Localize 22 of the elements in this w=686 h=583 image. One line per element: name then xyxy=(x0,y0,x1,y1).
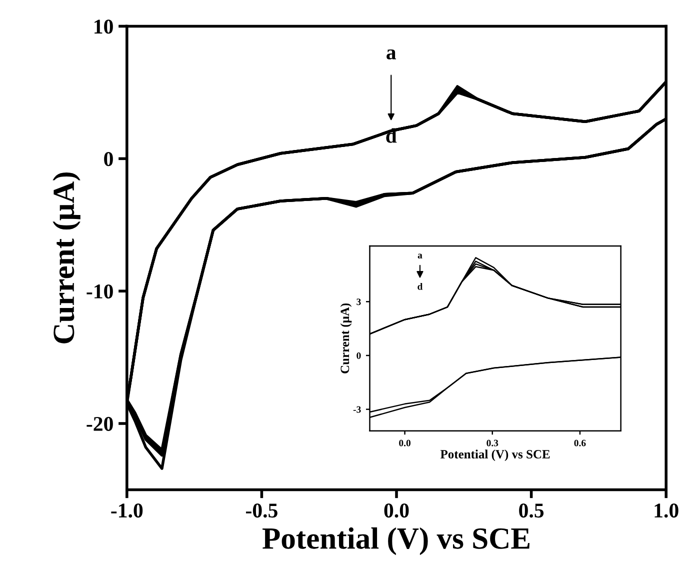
y-tick-label: 0 xyxy=(356,352,361,359)
annotation: a xyxy=(386,49,396,60)
x-tick-label: 0.3 xyxy=(486,440,498,446)
y-axis-title: Current (μA) xyxy=(52,172,80,344)
y-tick-label: 3 xyxy=(356,298,361,306)
annotation: d xyxy=(418,282,423,290)
x-axis-title: Potential (V) vs SCE xyxy=(440,450,550,461)
y-axis-title: Current (μA) xyxy=(340,303,352,374)
y-tick-label: -10 xyxy=(86,284,113,299)
y-tick-label: 10 xyxy=(94,20,113,34)
x-axis-title: Potential (V) vs SCE xyxy=(262,527,530,556)
x-tick-label: 0.6 xyxy=(574,440,586,446)
x-tick-label: 0.0 xyxy=(384,504,409,518)
x-tick-label: 0.5 xyxy=(519,504,544,518)
x-tick-label: -0.5 xyxy=(246,504,278,518)
y-tick-label: -20 xyxy=(86,416,113,431)
y-tick-label: -3 xyxy=(353,406,361,413)
annotation: a xyxy=(418,254,422,258)
x-tick-label: -1.0 xyxy=(111,504,143,518)
y-tick-label: 0 xyxy=(104,152,113,166)
x-tick-label: 0.0 xyxy=(399,440,410,446)
x-tick-label: 1.0 xyxy=(654,504,678,518)
